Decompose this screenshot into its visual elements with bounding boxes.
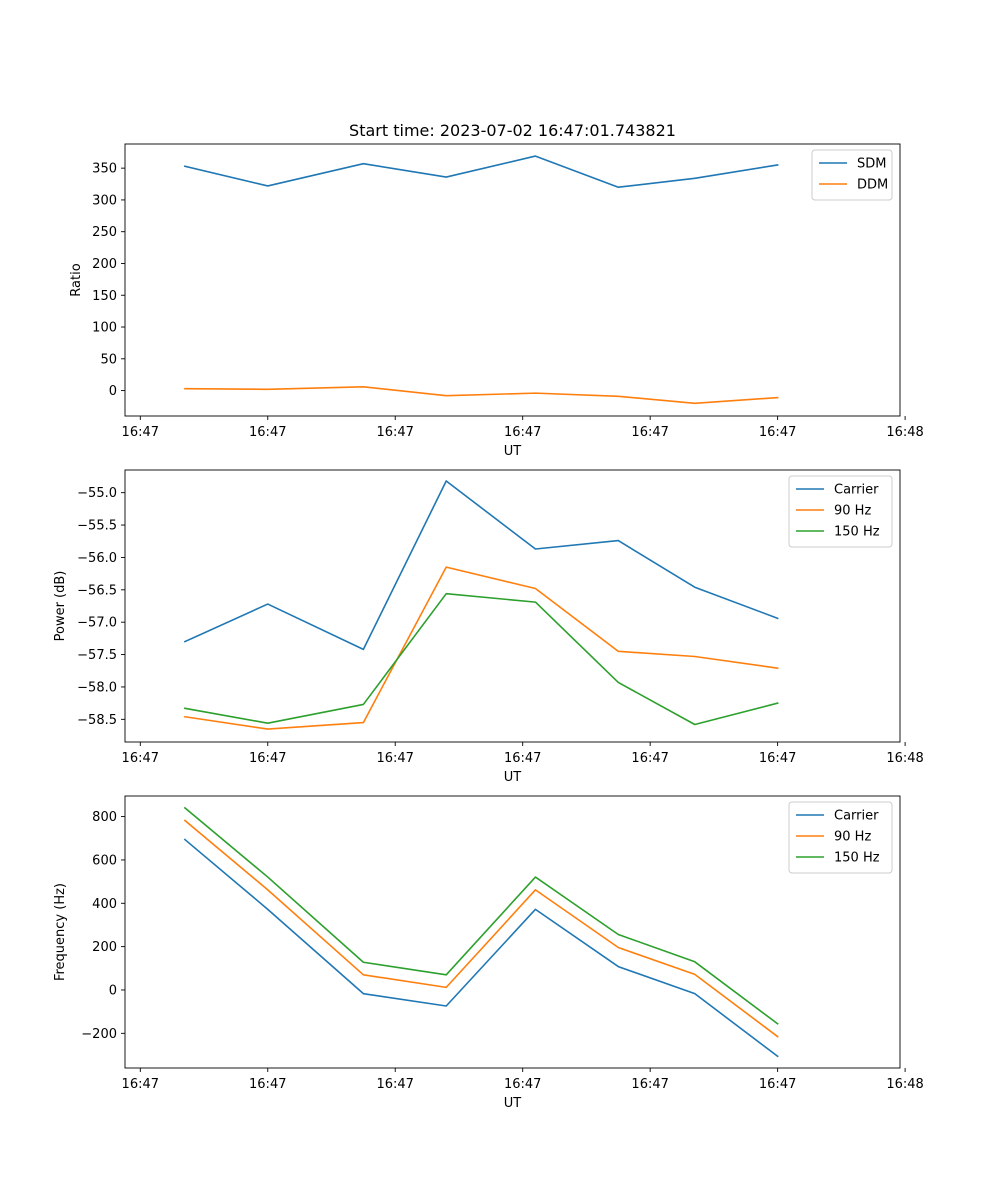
y-tick-label: −58.5 <box>77 713 117 728</box>
series-line-90-hz <box>183 819 779 1038</box>
x-tick-label: 16:47 <box>376 425 413 440</box>
y-tick-label: −56.5 <box>77 583 117 598</box>
y-tick-label: 200 <box>92 940 117 955</box>
x-tick-label: 16:47 <box>249 1077 286 1092</box>
y-tick-label: −55.5 <box>77 519 117 534</box>
y-axis-label: Power (dB) <box>53 571 68 642</box>
series-line-carrier <box>183 838 779 1058</box>
x-tick-label: 16:47 <box>504 425 541 440</box>
x-tick-label: 16:47 <box>504 751 541 766</box>
series-line-150-hz <box>183 592 779 726</box>
legend-box <box>788 475 893 548</box>
x-tick-label: 16:48 <box>886 751 923 766</box>
y-tick-label: 200 <box>92 257 117 272</box>
legend-label: DDM <box>857 178 888 193</box>
axes-frame <box>124 469 901 743</box>
x-tick-label: 16:47 <box>376 751 413 766</box>
series-line-ddm <box>184 385 779 405</box>
axes-frame <box>124 795 901 1069</box>
y-tick-label: 150 <box>92 289 117 304</box>
legend-label: Carrier <box>834 483 879 498</box>
series-line-150-hz <box>183 806 779 1025</box>
x-tick-label: 16:47 <box>759 425 796 440</box>
x-tick-label: 16:47 <box>122 425 159 440</box>
series-line-carrier <box>183 480 779 651</box>
chart-panel-3: 16:47 16:47 16:47 16:47 16:47 16:47 16:48 −200 0… <box>53 795 924 1111</box>
y-tick-label: −200 <box>81 1027 117 1042</box>
y-tick-label: 300 <box>92 193 117 208</box>
x-axis-label: UT <box>504 1096 522 1111</box>
y-axis-label: Frequency (Hz) <box>53 883 68 981</box>
x-tick-label: 16:47 <box>122 1077 159 1092</box>
x-tick-label: 16:47 <box>759 751 796 766</box>
x-tick-label: 16:48 <box>886 1077 923 1092</box>
legend-label: 150 Hz <box>834 525 880 540</box>
legend-box <box>788 801 893 874</box>
x-tick-label: 16:47 <box>759 1077 796 1092</box>
y-tick-label: 350 <box>92 162 117 177</box>
y-tick-label: −56.0 <box>77 551 117 566</box>
chart-panel-1: 16:47 16:47 16:47 16:47 16:47 16:47 16:48 0 50 10… <box>69 121 924 459</box>
y-tick-label: −55.0 <box>77 486 117 501</box>
x-tick-label: 16:47 <box>631 1077 668 1092</box>
y-tick-label: 250 <box>92 225 117 240</box>
y-tick-label: 800 <box>92 810 117 825</box>
x-tick-label: 16:47 <box>249 751 286 766</box>
y-tick-label: 600 <box>92 853 117 868</box>
y-tick-label: 0 <box>109 384 117 399</box>
legend: Carrier 90 Hz 150 Hz <box>788 801 893 874</box>
x-axis-label: UT <box>504 444 522 459</box>
x-tick-label: 16:47 <box>376 1077 413 1092</box>
chart-panel-2: 16:47 16:47 16:47 16:47 16:47 16:47 16:48 −58.5… <box>53 469 924 785</box>
legend-label: Carrier <box>834 809 879 824</box>
x-tick-label: 16:47 <box>249 425 286 440</box>
x-axis-label: UT <box>504 770 522 785</box>
chart-title: Start time: 2023-07-02 16:47:01.743821 <box>349 121 676 140</box>
x-tick-label: 16:47 <box>504 1077 541 1092</box>
axes-frame <box>124 143 901 417</box>
legend-label: SDM <box>857 157 886 172</box>
y-tick-label: −57.0 <box>77 616 117 631</box>
legend-label: 90 Hz <box>834 504 871 519</box>
y-tick-label: 400 <box>92 897 117 912</box>
x-tick-label: 16:47 <box>122 751 159 766</box>
y-tick-label: 0 <box>109 983 117 998</box>
y-axis-label: Ratio <box>69 263 84 296</box>
y-tick-label: −57.5 <box>77 648 117 663</box>
legend-label: 150 Hz <box>834 851 880 866</box>
x-tick-label: 16:48 <box>886 425 923 440</box>
series-line-sdm <box>183 155 779 189</box>
legend: Carrier 90 Hz 150 Hz <box>788 475 893 548</box>
y-tick-label: 100 <box>92 321 117 336</box>
x-tick-label: 16:47 <box>631 425 668 440</box>
legend-label: 90 Hz <box>834 830 871 845</box>
x-tick-label: 16:47 <box>631 751 668 766</box>
y-tick-label: 50 <box>100 352 117 367</box>
series-line-90-hz <box>184 566 779 730</box>
y-tick-label: −58.0 <box>77 680 117 695</box>
legend: SDM DDM <box>811 149 893 201</box>
